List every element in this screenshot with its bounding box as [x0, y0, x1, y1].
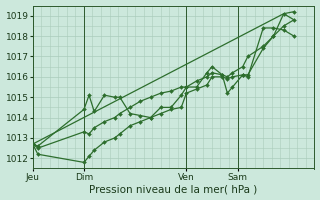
X-axis label: Pression niveau de la mer( hPa ): Pression niveau de la mer( hPa ): [90, 184, 258, 194]
